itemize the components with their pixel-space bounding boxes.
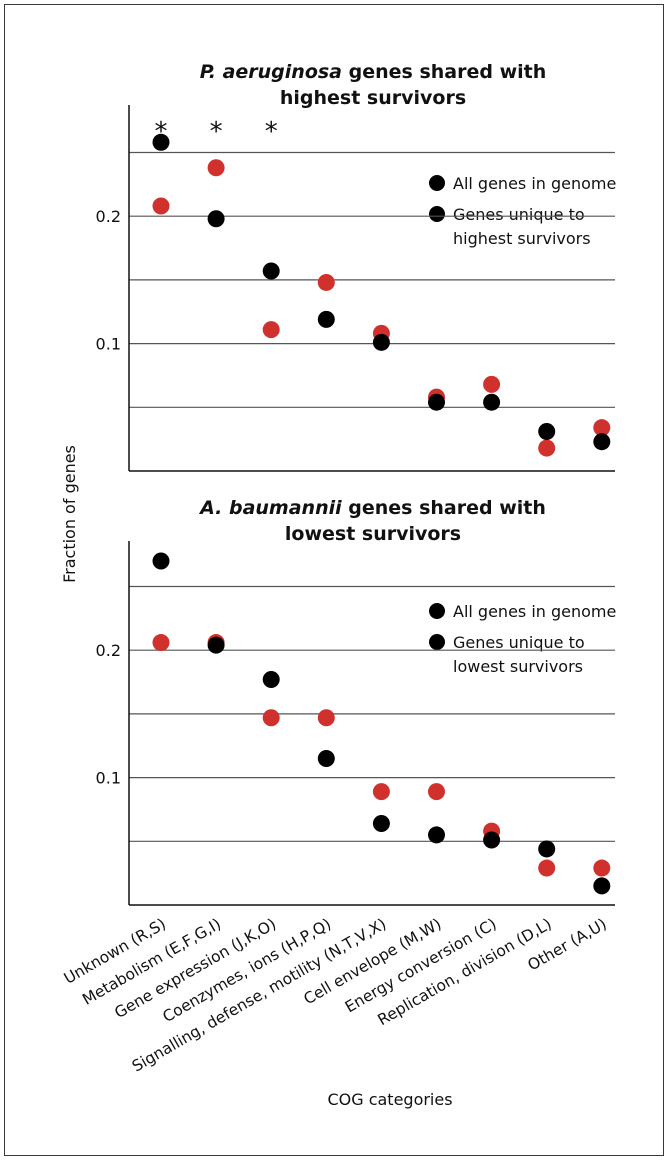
panel-2-point-all-genes: [372, 814, 390, 832]
category-labels: Unknown (R,S)Metabolism (E,F,G,I)Gene ex…: [61, 915, 610, 1076]
panel-2-point-all-genes: [262, 671, 280, 689]
panel-2-point-all-genes: [538, 840, 556, 858]
panel-2-legend-marker-unique: [429, 634, 445, 650]
panel-2-legend: All genes in genome Genes unique to lowe…: [429, 602, 616, 676]
panel-2-point-all-genes: [428, 826, 445, 844]
panel-1-title-line-1: P. aeruginosa genes shared with: [200, 61, 547, 83]
panel-1-point-all-genes: [428, 393, 445, 411]
panel-2-legend-label-all: All genes in genome: [453, 602, 616, 621]
panel-1-point-unique-genes: [262, 321, 280, 339]
panel-2-point-unique-genes: [372, 783, 390, 801]
y-axis-label: Fraction of genes: [60, 445, 79, 583]
panel-2-point-all-genes: [317, 749, 335, 767]
panel-1-point-unique-genes: [207, 159, 225, 177]
panel-1-point-all-genes: [262, 262, 280, 280]
panel-1-point-all-genes: [207, 210, 225, 228]
panel-2-title-line-1: A. baumannii genes shared with: [198, 497, 546, 519]
panel-1-point-unique-genes: [317, 273, 335, 291]
chart-svg: P. aeruginosa genes shared with highest …: [60, 61, 616, 1109]
panel-1-plot: 0.10.2* * *: [96, 105, 615, 472]
x-axis-label: COG categories: [327, 1090, 452, 1109]
panel-1-significance-marker: *: [210, 117, 223, 147]
panel-2-point-unique-genes: [428, 783, 445, 801]
panel-2-legend-label-unique-1: Genes unique to: [453, 633, 585, 652]
panel-1-title-rest: genes shared with: [342, 61, 546, 83]
panel-1-legend-marker-all: [429, 175, 445, 191]
panel-2-legend-marker-all: [429, 603, 445, 619]
panel-1-title-italic: P. aeruginosa: [200, 61, 342, 83]
panel-1-title-line-2: highest survivors: [280, 87, 466, 109]
panel-1-legend-label-unique-2: highest survivors: [453, 229, 591, 248]
panel-2-title-italic: A. baumannii: [198, 497, 342, 519]
panel-1-point-all-genes: [317, 310, 335, 328]
panel-1-legend-marker-unique: [429, 206, 445, 222]
panel-2-point-all-genes: [483, 831, 501, 849]
panel-1-point-all-genes: [483, 393, 501, 411]
panel-1-point-all-genes: [152, 133, 170, 151]
panel-2-point-unique-genes: [317, 709, 335, 727]
panel-2-plot: 0.1 0.2: [96, 541, 615, 906]
panel-1-point-all-genes: [593, 433, 611, 451]
panel-1-legend: All genes in genome Genes unique to high…: [429, 174, 616, 248]
panel-2-point-all-genes: [207, 636, 225, 654]
panel-1-y-tick-label: 0.1: [96, 335, 121, 354]
panel-2-title-line-2: lowest survivors: [285, 523, 461, 545]
panel-2-point-all-genes: [593, 877, 611, 895]
panel-1-legend-label-all: All genes in genome: [453, 174, 616, 193]
panel-1-significance-marker: *: [265, 117, 278, 147]
panel-2-point-unique-genes: [262, 709, 280, 727]
panel-2-y-tick-label: 0.1: [96, 769, 121, 788]
panel-2-point-all-genes: [152, 552, 170, 570]
panel-2-title-rest: genes shared with: [342, 497, 546, 519]
panel-1-point-all-genes: [372, 333, 390, 351]
figure-frame: P. aeruginosa genes shared with highest …: [4, 4, 664, 1156]
panel-1-legend-label-unique-1: Genes unique to: [453, 205, 585, 224]
panel-2-legend-label-unique-2: lowest survivors: [453, 657, 583, 676]
panel-2-point-unique-genes: [593, 859, 611, 877]
panel-1-point-unique-genes: [152, 197, 170, 215]
panel-2-point-unique-genes: [538, 859, 556, 877]
panel-1-point-unique-genes: [593, 419, 611, 437]
panel-1-y-tick-label: 0.2: [96, 207, 121, 226]
panel-1-point-unique-genes: [483, 375, 501, 393]
panel-1-point-unique-genes: [538, 439, 556, 457]
panel-2-point-unique-genes: [152, 634, 170, 652]
panel-2-y-tick-label: 0.2: [96, 641, 121, 660]
panel-1-point-all-genes: [538, 423, 556, 441]
